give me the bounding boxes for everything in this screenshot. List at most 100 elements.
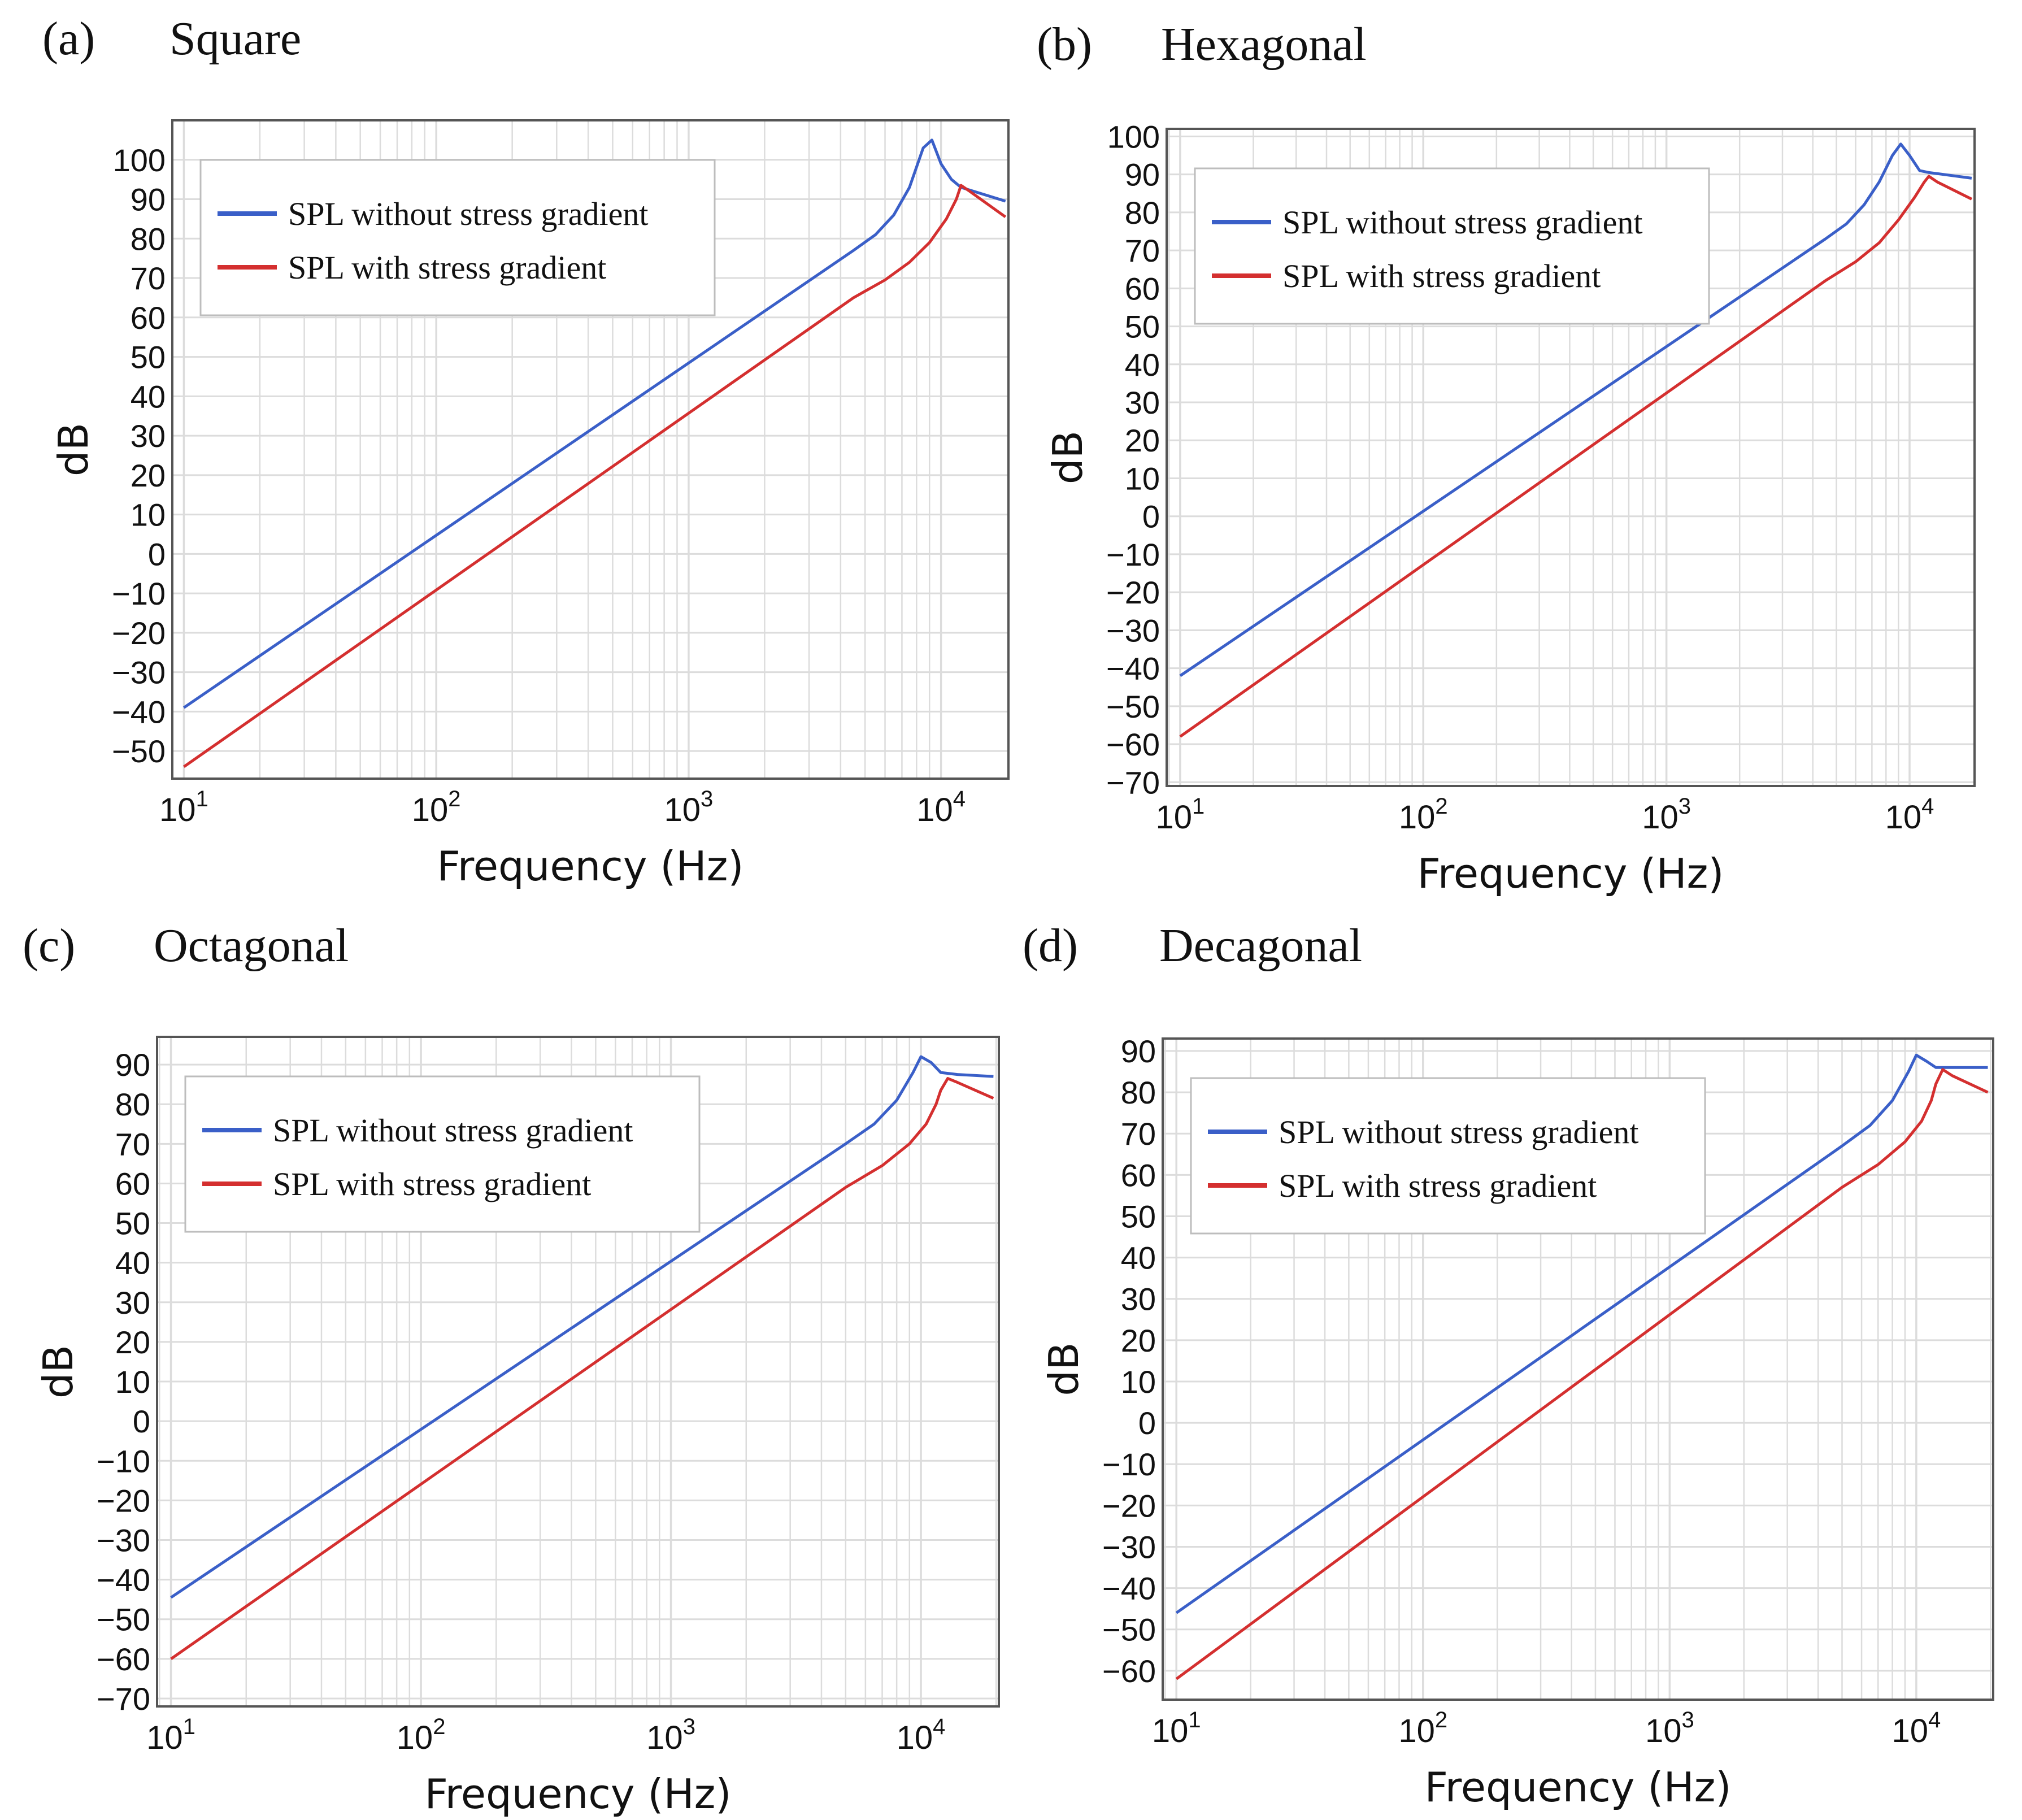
y-tick-label: −30 [97, 1523, 150, 1558]
chart-decagonal: −60 −50 −40 −30 −20 −10 0 10 20 30 40 50 60 70 80 90 101… [1040, 1033, 1994, 1811]
x-tick-label: 101 [159, 787, 208, 828]
chart-octagonal: −70−60−50−40−30−20−100102030405060708090… [34, 1036, 1000, 1818]
y-tick-label: 60 [115, 1166, 150, 1201]
panel-d: (d) Decagonal −60 −50 −40 −30 −20 −10 0 10 20 30 4… [1011, 904, 2022, 1820]
y-tick-label: 50 [115, 1206, 150, 1241]
x-tick-label: 102 [1398, 1708, 1447, 1749]
y-tick-label: −20 [97, 1483, 150, 1518]
y-tick-label: −40 [1102, 1571, 1156, 1606]
y-tick-label: −10 [97, 1443, 150, 1479]
y-axis-label: dB [50, 423, 97, 476]
y-tick-label: −20 [112, 615, 166, 651]
plot-frame [1162, 1037, 1994, 1701]
y-tick-label: 60 [1121, 1157, 1156, 1193]
y-tick-label: −50 [97, 1602, 150, 1637]
y-tick-label: 60 [131, 300, 166, 336]
y-tick-label: 20 [1125, 423, 1160, 458]
legend: SPL without stress gradient SPL with stre… [1194, 167, 1710, 325]
legend-box [184, 1075, 701, 1233]
panel-label: (c) [23, 919, 76, 972]
panel-label: (d) [1023, 919, 1078, 972]
y-tick-label: −70 [1106, 765, 1160, 800]
plot-frame [171, 119, 1010, 780]
y-tick-label: −50 [1106, 689, 1160, 724]
panel-title: Square [169, 12, 302, 65]
series-line-with-stress [1175, 1068, 1989, 1680]
y-tick-label: 60 [1125, 271, 1160, 306]
y-tick-label: 40 [1125, 347, 1160, 383]
legend-box [199, 159, 716, 316]
y-tick-label: 0 [148, 536, 166, 572]
legend-label: SPL with stress gradient [1282, 258, 1601, 294]
y-tick-label: 80 [131, 221, 166, 257]
x-axis-label: Frequency (Hz) [425, 1770, 732, 1818]
panel-label: (b) [1037, 18, 1092, 71]
panel-label: (a) [42, 12, 95, 65]
y-tick-label: −10 [1102, 1447, 1156, 1482]
series-line-without-stress [1175, 1053, 1988, 1614]
y-tick-label: −40 [97, 1562, 150, 1598]
y-tick-label: 10 [1121, 1364, 1156, 1400]
x-tick-label: 102 [1399, 794, 1448, 836]
y-tick-label: −40 [112, 694, 166, 729]
plot-frame [1166, 128, 1976, 787]
y-tick-label: 30 [1121, 1282, 1156, 1317]
legend-box [1190, 1077, 1706, 1235]
x-axis-label: Frequency (Hz) [437, 842, 744, 890]
y-tick-label: 100 [1107, 119, 1160, 154]
y-tick-label: −30 [112, 655, 166, 690]
y-tick-label: 100 [113, 142, 166, 178]
y-tick-label: 50 [1121, 1198, 1156, 1234]
y-tick-label: 90 [1121, 1033, 1156, 1069]
panel-title: Hexagonal [1161, 18, 1367, 71]
y-tick-label: 50 [1125, 309, 1160, 345]
y-tick-label: 20 [131, 458, 166, 493]
plot-frame [156, 1036, 1000, 1708]
x-tick-label: 103 [1645, 1708, 1694, 1749]
series-line-without-stress [182, 138, 1006, 709]
legend: SPL without stress gradient SPL with stre… [199, 159, 716, 316]
panel-title: Decagonal [1159, 919, 1363, 972]
y-tick-label: 90 [1125, 157, 1160, 193]
legend-label: SPL with stress gradient [1279, 1167, 1597, 1204]
y-tick-label: 80 [1121, 1075, 1156, 1110]
y-tick-label: −60 [97, 1641, 150, 1677]
y-tick-label: −20 [1102, 1488, 1156, 1523]
legend-label: SPL with stress gradient [273, 1166, 591, 1202]
x-tick-label: 103 [664, 787, 714, 828]
x-tick-label: 104 [1885, 794, 1934, 836]
x-tick-label: 102 [412, 787, 461, 828]
legend-label: SPL without stress gradient [1279, 1114, 1638, 1150]
x-tick-label: 101 [1152, 1708, 1201, 1749]
x-tick-label: 103 [1642, 794, 1691, 836]
series-line-with-stress [182, 184, 1007, 768]
y-tick-label: 90 [131, 182, 166, 218]
legend: SPL without stress gradient SPL with stre… [1190, 1077, 1706, 1235]
y-tick-label: 40 [131, 379, 166, 414]
panel-b: (b) Hexagonal −70 −60 −50 −40 −30 −20 −10 0 10 20… [1011, 0, 2022, 904]
legend: SPL without stress gradient SPL with stre… [184, 1075, 701, 1233]
chart-hexagonal: −70−60−50−40−30−20−100102030405060708090… [1044, 119, 1976, 897]
y-tick-label: 10 [131, 497, 166, 533]
x-tick-label: 104 [1892, 1708, 1941, 1749]
y-tick-label: 70 [1125, 233, 1160, 268]
y-tick-label: −60 [1106, 727, 1160, 762]
series-line-with-stress [1179, 175, 1973, 738]
x-tick-label: 102 [397, 1714, 446, 1756]
y-tick-label: −60 [1102, 1653, 1156, 1689]
y-tick-label: −50 [112, 733, 166, 769]
x-axis-label: Frequency (Hz) [1417, 850, 1724, 897]
x-tick-label: 103 [646, 1714, 695, 1756]
x-tick-label: 104 [897, 1714, 946, 1756]
panel-c: (c) Octagonal −70 −60 −50 −40 −30 −20 −10 0 10 20… [0, 904, 1011, 1820]
legend-box [1194, 167, 1710, 325]
y-tick-label: 20 [115, 1324, 150, 1360]
panel-title: Octagonal [154, 919, 349, 972]
y-tick-label: −20 [1106, 575, 1160, 610]
y-tick-label: −10 [112, 576, 166, 611]
legend-label: SPL without stress gradient [1282, 204, 1642, 241]
y-tick-label: 70 [131, 260, 166, 296]
y-tick-label: 0 [1138, 1405, 1156, 1441]
y-tick-label: −40 [1106, 651, 1160, 687]
y-tick-label: 30 [131, 418, 166, 454]
